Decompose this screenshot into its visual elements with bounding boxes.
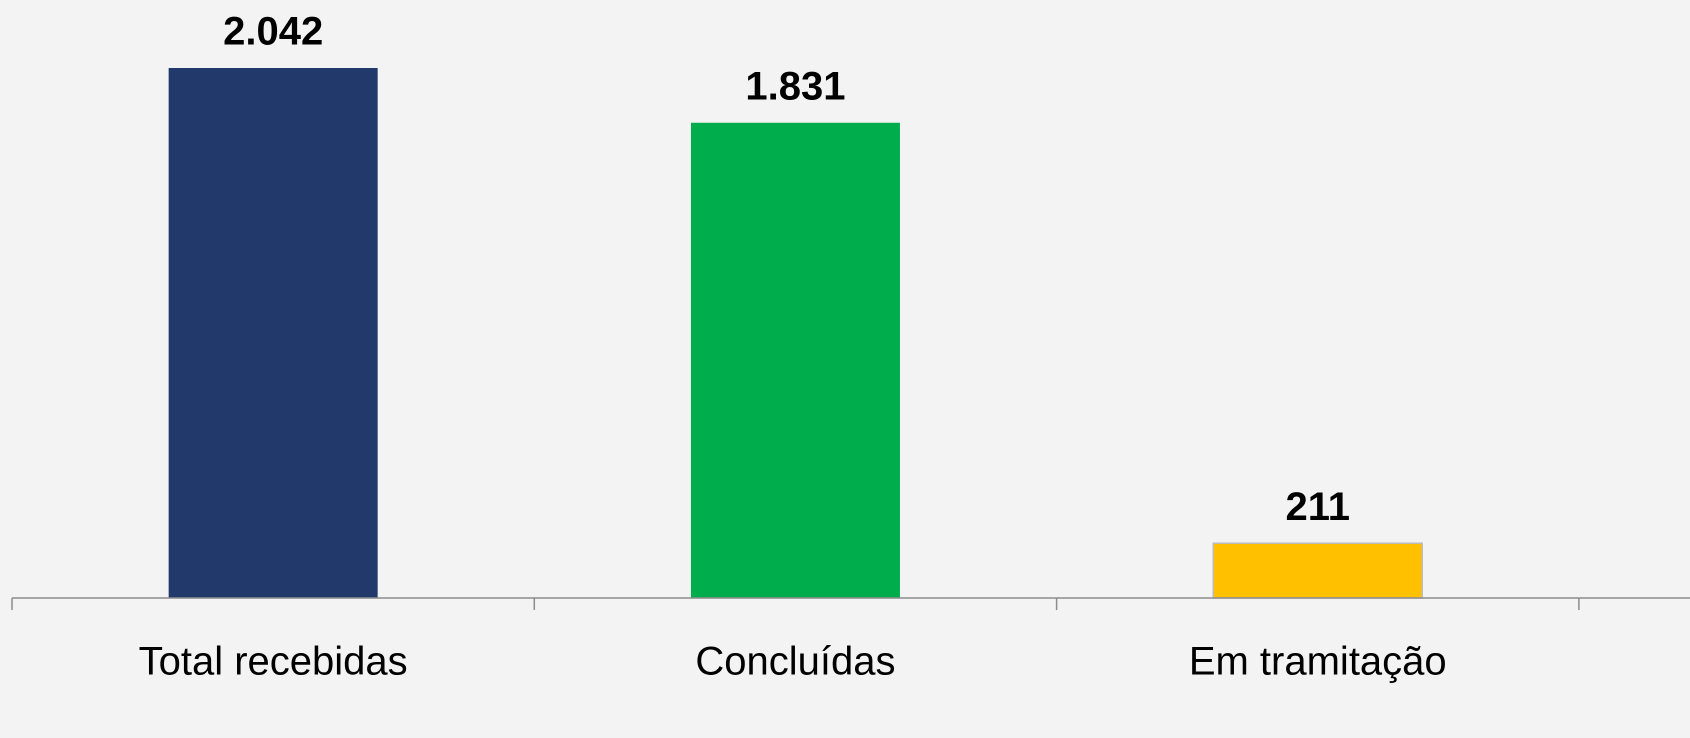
x-tick-label: Em tramitação	[1189, 640, 1447, 684]
bar	[168, 68, 378, 598]
bar	[1212, 542, 1423, 599]
x-tick-label: Total recebidas	[139, 640, 408, 684]
data-label: 211	[1285, 485, 1350, 529]
data-label: 1.831	[745, 64, 845, 108]
data-label: 2.042	[223, 10, 323, 54]
bar	[690, 122, 900, 598]
x-tick-label: Concluídas	[695, 640, 895, 684]
